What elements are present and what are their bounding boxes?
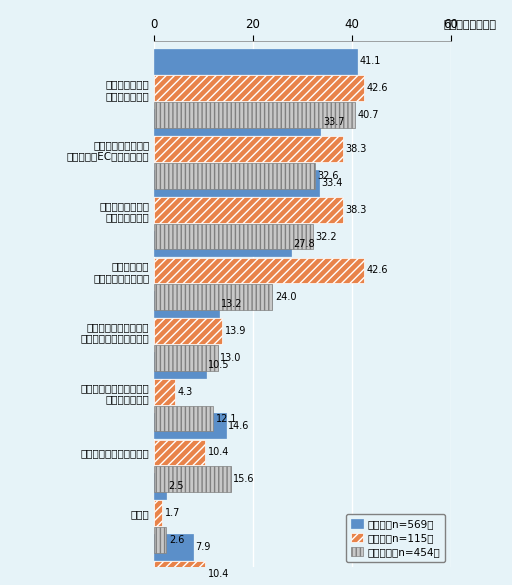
Bar — [154, 527, 166, 553]
Text: 1.7: 1.7 — [164, 508, 180, 518]
Bar — [154, 257, 365, 283]
Bar — [154, 75, 365, 101]
Bar — [154, 406, 214, 431]
Text: 32.2: 32.2 — [315, 232, 337, 242]
Bar — [154, 102, 355, 128]
Text: 24.0: 24.0 — [275, 292, 296, 302]
Bar — [154, 534, 193, 560]
Bar — [154, 345, 218, 371]
Text: 4.3: 4.3 — [177, 387, 193, 397]
Text: 14.6: 14.6 — [228, 421, 250, 431]
Text: 33.7: 33.7 — [323, 117, 345, 127]
Text: 2.5: 2.5 — [168, 481, 184, 491]
Text: 2.6: 2.6 — [169, 535, 184, 545]
Text: 10.4: 10.4 — [207, 448, 229, 457]
Bar — [154, 318, 222, 344]
Text: 27.8: 27.8 — [294, 239, 315, 249]
Text: 10.4: 10.4 — [207, 569, 229, 579]
Text: （複数回答、％）: （複数回答、％） — [443, 20, 497, 30]
Bar — [154, 284, 272, 310]
Bar — [154, 413, 226, 438]
Text: 13.2: 13.2 — [221, 299, 243, 309]
Text: 7.9: 7.9 — [195, 542, 210, 552]
Bar — [154, 473, 166, 499]
Bar — [154, 109, 321, 135]
Text: 38.3: 38.3 — [346, 205, 367, 215]
Text: 40.7: 40.7 — [357, 110, 379, 120]
Text: 41.1: 41.1 — [359, 57, 381, 67]
Bar — [154, 352, 205, 378]
Text: 33.4: 33.4 — [322, 178, 343, 188]
Bar — [154, 163, 315, 189]
Text: 10.5: 10.5 — [208, 360, 229, 370]
Bar — [154, 466, 231, 492]
Text: 32.6: 32.6 — [317, 171, 339, 181]
Bar — [154, 561, 205, 585]
Bar — [154, 197, 343, 222]
Bar — [154, 230, 291, 256]
Text: 13.9: 13.9 — [225, 326, 246, 336]
Text: 15.6: 15.6 — [233, 474, 255, 484]
Legend: 全　体（n=569）, 大企業（n=115）, 中小企業（n=454）: 全 体（n=569）, 大企業（n=115）, 中小企業（n=454） — [346, 514, 445, 562]
Text: 38.3: 38.3 — [346, 144, 367, 154]
Bar — [154, 439, 205, 465]
Text: 13.0: 13.0 — [220, 353, 242, 363]
Bar — [154, 170, 319, 195]
Text: 12.1: 12.1 — [216, 414, 238, 424]
Bar — [154, 500, 162, 526]
Bar — [154, 136, 343, 162]
Bar — [154, 223, 313, 249]
Text: 42.6: 42.6 — [367, 266, 389, 276]
Text: 42.6: 42.6 — [367, 83, 389, 94]
Bar — [154, 49, 357, 74]
Bar — [154, 379, 175, 405]
Bar — [154, 291, 219, 317]
